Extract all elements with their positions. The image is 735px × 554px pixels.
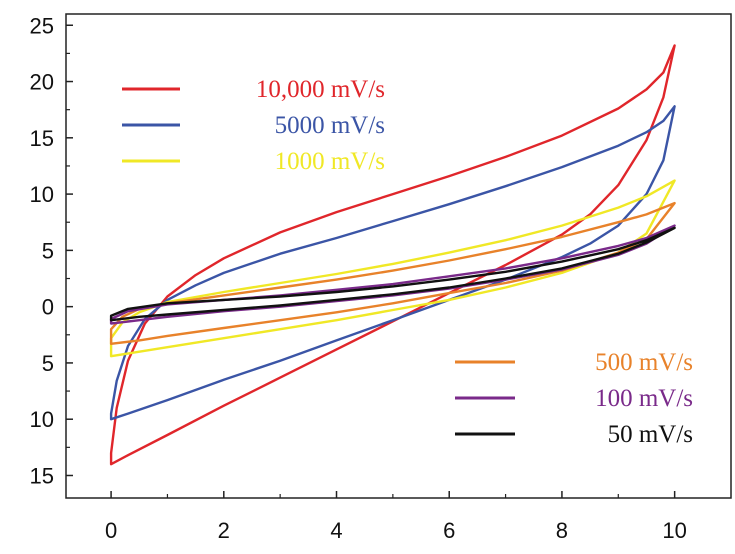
y-tick-label: 5: [42, 238, 54, 263]
series-line-1: [109, 105, 676, 421]
x-tick-label: 10: [662, 518, 686, 543]
y-tick-label: 15: [30, 463, 54, 488]
axis-ticks: 0 2 4 6 8 10 25 20 15 10 5 0 5 10 15: [30, 13, 687, 543]
legend-label: 1000 mV/s: [275, 148, 385, 175]
y-tick-label: 10: [30, 407, 54, 432]
y-tick-label: 20: [30, 70, 54, 95]
x-tick-label: 6: [443, 518, 455, 543]
legend-label: 5000 mV/s: [275, 112, 385, 139]
series-line-5: [109, 226, 676, 322]
legend-top-left: 10,000 mV/s 5000 mV/s 1000 mV/s: [122, 76, 385, 175]
series-line-2: [109, 179, 676, 358]
y-tick-label: 5: [42, 351, 54, 376]
y-tick-label: 0: [42, 295, 54, 320]
x-tick-label: 8: [556, 518, 568, 543]
series-line-3: [109, 201, 676, 345]
x-tick-label: 4: [330, 518, 342, 543]
legend-label: 500 mV/s: [595, 349, 693, 376]
legend-label: 10,000 mV/s: [256, 76, 385, 103]
x-tick-label: 0: [105, 518, 117, 543]
series-line-0: [109, 44, 676, 466]
y-tick-label: 10: [30, 182, 54, 207]
legend-label: 50 mV/s: [608, 421, 693, 448]
plot-frame: [65, 13, 732, 499]
y-tick-label: 15: [30, 126, 54, 151]
series-curves: [109, 44, 676, 466]
legend-label: 100 mV/s: [595, 385, 693, 412]
y-tick-label: 25: [30, 13, 54, 38]
x-tick-label: 2: [218, 518, 230, 543]
legend-bottom-right: 500 mV/s 100 mV/s 50 mV/s: [455, 349, 693, 448]
